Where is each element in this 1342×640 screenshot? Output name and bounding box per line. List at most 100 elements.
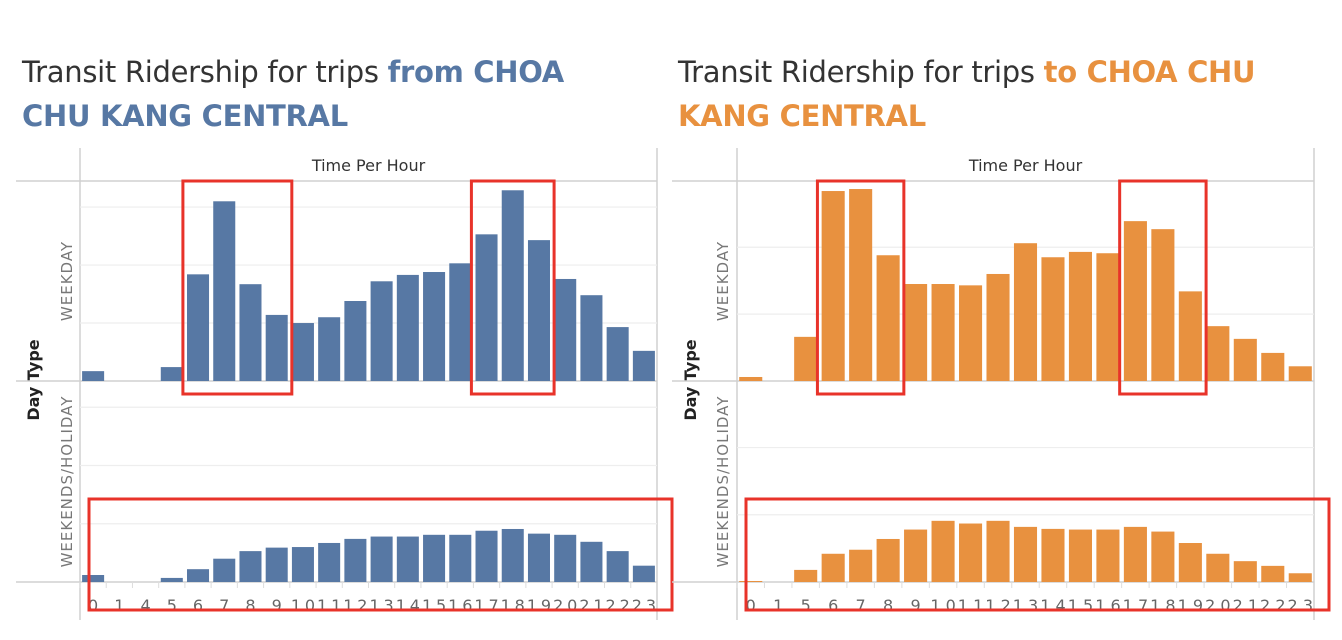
x-tick-label: 5	[167, 596, 177, 615]
bar	[370, 536, 393, 582]
x-tick-label: 5	[801, 596, 811, 615]
bar	[1123, 221, 1147, 381]
x-tick-label: 8	[883, 596, 893, 615]
x-tick-label: 12	[343, 596, 367, 615]
bar	[265, 547, 288, 582]
bar	[1233, 338, 1257, 381]
bar	[82, 371, 105, 381]
bar	[1013, 526, 1038, 582]
x-tick-label: 15	[422, 596, 446, 615]
bar	[821, 553, 845, 582]
bar	[904, 284, 928, 381]
x-tick-label: 9	[272, 596, 282, 615]
bar	[527, 240, 550, 381]
x-tick-label: 22	[1260, 596, 1285, 615]
row-label: WEEKENDS/HOLIDAY	[58, 396, 76, 568]
title-highlight: from CHOA CHU KANG CENTRAL	[22, 55, 564, 133]
bar	[1233, 561, 1257, 582]
bar	[1206, 553, 1230, 582]
bar	[160, 577, 183, 582]
bar	[876, 538, 900, 582]
row-label: WEEKDAY	[58, 241, 76, 321]
x-tick-label: 4	[140, 596, 150, 615]
x-axis-title: Time Per Hour	[968, 156, 1083, 175]
bar	[187, 569, 210, 582]
bar	[554, 278, 577, 381]
highlight-box	[1118, 179, 1208, 396]
bar	[396, 536, 419, 582]
bar	[291, 547, 314, 582]
x-tick-label: 1	[773, 596, 783, 615]
bar	[739, 376, 763, 381]
bar	[849, 189, 873, 381]
x-tick-label: 18	[1150, 596, 1175, 615]
bar	[554, 534, 577, 582]
bar	[1096, 529, 1120, 582]
highlight-box	[87, 497, 674, 612]
x-tick-label: 21	[1233, 596, 1258, 615]
chart-title-from: Transit Ridership for trips from CHOA CH…	[22, 50, 612, 138]
bar	[986, 520, 1010, 582]
bar	[344, 538, 367, 582]
x-tick-label: 20	[1205, 596, 1230, 615]
bar	[1068, 251, 1092, 381]
bar	[904, 529, 928, 582]
x-tick-label: 16	[448, 596, 472, 615]
bar	[1041, 257, 1065, 381]
bar	[318, 317, 341, 381]
x-tick-label: 0	[746, 596, 756, 615]
bar	[1068, 529, 1092, 582]
bar	[239, 551, 262, 582]
highlight-box	[181, 179, 294, 396]
chart-to: Time Per Hour Day Type WEEKDAY WEEKENDS/HOL…	[672, 148, 1331, 620]
x-tick-label: 12	[985, 596, 1010, 615]
x-tick-label: 14	[1040, 596, 1065, 615]
bar	[213, 558, 236, 582]
bar	[821, 191, 845, 381]
x-tick-label: 9	[911, 596, 921, 615]
x-tick-label: 16	[1095, 596, 1120, 615]
bar	[1288, 573, 1312, 582]
title-highlight: to CHOA CHU KANG CENTRAL	[678, 55, 1256, 133]
bar	[318, 542, 341, 582]
x-tick-label: 22	[606, 596, 630, 615]
bar	[959, 285, 983, 381]
chart-from: Time Per Hour Day Type WEEKDAY WEEKENDS/HOL…	[16, 148, 674, 620]
y-axis-title: Day Type	[681, 339, 700, 420]
bar	[449, 263, 472, 381]
x-tick-label: 8	[245, 596, 255, 615]
x-tick-label: 1	[114, 596, 124, 615]
bar	[423, 534, 446, 582]
bar	[501, 528, 524, 582]
x-tick-label: 18	[501, 596, 525, 615]
bar	[1288, 366, 1312, 381]
x-tick-label: 11	[958, 596, 983, 615]
x-tick-label: 7	[219, 596, 229, 615]
row-label: WEEKENDS/HOLIDAY	[714, 396, 732, 568]
bar	[632, 565, 655, 582]
bar	[1013, 243, 1038, 381]
title-prefix: Transit Ridership for trips	[22, 55, 388, 89]
bar	[396, 274, 419, 381]
row-label: WEEKDAY	[714, 241, 732, 321]
bar	[1123, 526, 1147, 582]
x-tick-label: 13	[370, 596, 394, 615]
x-tick-label: 10	[930, 596, 955, 615]
x-tick-label: 15	[1068, 596, 1093, 615]
bar	[291, 323, 314, 381]
x-tick-label: 0	[88, 596, 98, 615]
bar	[739, 580, 763, 582]
bar	[213, 201, 236, 381]
bar	[1178, 543, 1202, 582]
bar	[959, 523, 983, 582]
highlight-box	[469, 179, 556, 396]
x-tick-label: 17	[1123, 596, 1148, 615]
x-tick-label: 23	[632, 596, 656, 615]
bar	[187, 274, 210, 381]
bar	[1261, 565, 1285, 582]
highlight-box	[744, 497, 1331, 612]
bar	[632, 350, 655, 381]
bar	[876, 255, 900, 381]
bar	[1151, 531, 1175, 582]
bar	[849, 549, 873, 582]
